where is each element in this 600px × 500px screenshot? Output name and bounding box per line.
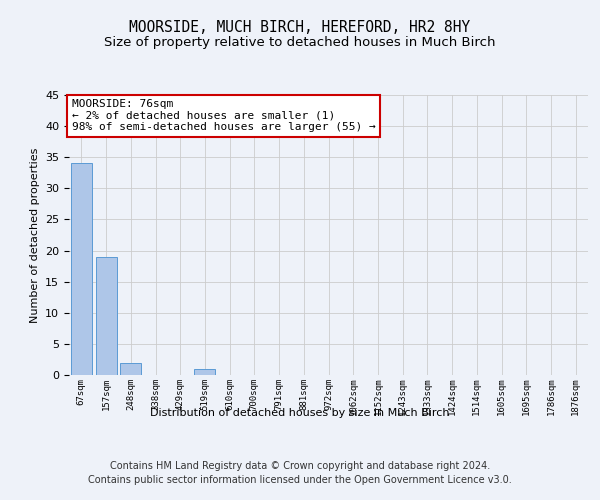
Text: Contains HM Land Registry data © Crown copyright and database right 2024.: Contains HM Land Registry data © Crown c… <box>110 461 490 471</box>
Bar <box>194 369 215 375</box>
Y-axis label: Number of detached properties: Number of detached properties <box>29 148 40 322</box>
Text: MOORSIDE: 76sqm
← 2% of detached houses are smaller (1)
98% of semi-detached hou: MOORSIDE: 76sqm ← 2% of detached houses … <box>71 99 376 132</box>
Text: Size of property relative to detached houses in Much Birch: Size of property relative to detached ho… <box>104 36 496 49</box>
Bar <box>120 362 141 375</box>
Text: Contains public sector information licensed under the Open Government Licence v3: Contains public sector information licen… <box>88 475 512 485</box>
Bar <box>71 164 92 375</box>
Bar <box>95 257 116 375</box>
Text: MOORSIDE, MUCH BIRCH, HEREFORD, HR2 8HY: MOORSIDE, MUCH BIRCH, HEREFORD, HR2 8HY <box>130 20 470 35</box>
Text: Distribution of detached houses by size in Much Birch: Distribution of detached houses by size … <box>150 408 450 418</box>
